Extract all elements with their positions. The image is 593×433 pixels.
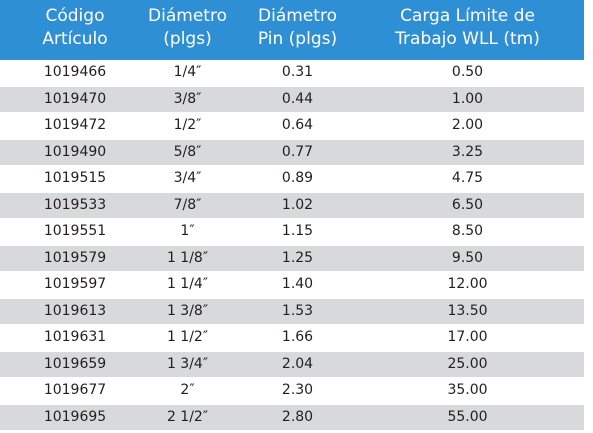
table-cell: 1.15: [281, 223, 314, 239]
table-row: 1019466 1/4″ 0.31 0.50: [0, 60, 584, 85]
header-text: (plgs): [163, 29, 212, 49]
table-cell: 1/4″: [173, 64, 202, 80]
table-cell: 1019533: [43, 196, 107, 213]
table-cell: 1.02: [281, 196, 314, 213]
table-row: 1019695 2 1/2″ 2.80 55.00: [0, 404, 584, 430]
table-cell: 2 1/2″: [166, 408, 209, 425]
table-row: 1019613 1 3/8″ 1.53 13.50: [0, 298, 584, 324]
table-row: 1019533 7/8″ 1.02 6.50: [0, 192, 584, 218]
table-cell: 1 1/2″: [166, 329, 209, 345]
table-cell: 1019695: [43, 408, 107, 425]
table-cell: 2.04: [281, 355, 314, 372]
table-header: Código Artículo Diámetro (plgs) Diámetro Pin …: [0, 0, 584, 60]
table-row: 1019472 1/2″ 0.64 2.00: [0, 113, 584, 138]
table-cell: 25.00: [447, 355, 488, 372]
table-cell: 1 1/4″: [166, 276, 209, 292]
table-cell: 1.53: [281, 302, 314, 319]
table-cell: 1 3/4″: [166, 355, 209, 372]
table-cell: 0.64: [281, 117, 314, 133]
table-cell: 7/8″: [173, 196, 202, 213]
table-cell: 2.80: [281, 408, 314, 425]
table-cell: 1019597: [43, 276, 107, 292]
table-cell: 1019551: [43, 223, 107, 239]
table-row: 1019470 3/8″ 0.44 1.00: [0, 86, 584, 112]
table-row: 1019597 1 1/4″ 1.40 12.00: [0, 272, 584, 297]
table-cell: 0.89: [281, 170, 314, 186]
table-cell: 35.00: [447, 382, 488, 398]
table-row: 1019551 1″ 1.15 8.50: [0, 219, 584, 244]
table-cell: 1.66: [281, 329, 314, 345]
table-cell: 17.00: [447, 329, 488, 345]
table-cell: 1019613: [43, 302, 107, 319]
table-cell: 1019472: [43, 117, 107, 133]
table-cell: 0.31: [281, 64, 314, 80]
header-cell: Código Artículo: [10, 5, 140, 51]
table-cell: 1 1/8″: [166, 249, 209, 266]
header-cell: Carga Límite de Trabajo WLL (tm): [355, 5, 580, 51]
table-row: 1019579 1 1/8″ 1.25 9.50: [0, 245, 584, 271]
table-cell: 1.25: [281, 249, 314, 266]
table-cell: 0.77: [281, 143, 314, 160]
table-cell: 1019677: [43, 382, 107, 398]
table-cell: 1/2″: [173, 117, 202, 133]
table-cell: 0.50: [451, 64, 484, 80]
table-cell: 2.30: [281, 382, 314, 398]
header-text: Carga Límite de: [400, 6, 535, 26]
table-cell: 1019470: [43, 90, 107, 107]
table-cell: 6.50: [451, 196, 484, 213]
table-cell: 55.00: [447, 408, 488, 425]
table-cell: 9.50: [451, 249, 484, 266]
table-cell: 1″: [180, 223, 195, 239]
header-text: Diámetro: [258, 6, 337, 26]
table-cell: 1019466: [43, 64, 107, 80]
table-cell: 1 3/8″: [166, 302, 209, 319]
header-text: Pin (plgs): [257, 29, 338, 49]
table-cell: 1019515: [43, 170, 107, 186]
table-cell: 0.44: [281, 90, 314, 107]
table-cell: 4.75: [451, 170, 484, 186]
table-cell: 2.00: [451, 117, 484, 133]
header-text: Diámetro: [148, 6, 227, 26]
table-cell: 1019631: [43, 329, 107, 345]
table-cell: 8.50: [451, 223, 484, 239]
table-cell: 13.50: [447, 302, 488, 319]
table-row: 1019659 1 3/4″ 2.04 25.00: [0, 351, 584, 377]
table-cell: 5/8″: [173, 143, 202, 160]
table-cell: 1019659: [43, 355, 107, 372]
table-cell: 3/8″: [173, 90, 202, 107]
table-cell: 12.00: [447, 276, 488, 292]
table-cell: 1.40: [281, 276, 314, 292]
table-row: 1019631 1 1/2″ 1.66 17.00: [0, 325, 584, 350]
table-cell: 3/4″: [173, 170, 202, 186]
header-text: Código: [45, 6, 105, 26]
header-cell: Diámetro Pin (plgs): [240, 5, 355, 51]
table-cell: 1.00: [451, 90, 484, 107]
header-text: Trabajo WLL (tm): [395, 29, 540, 49]
table-row: 1019490 5/8″ 0.77 3.25: [0, 139, 584, 165]
table-cell: 2″: [180, 382, 195, 398]
header-text: Artículo: [42, 29, 108, 49]
table-row: 1019515 3/4″ 0.89 4.75: [0, 166, 584, 191]
table-cell: 1019490: [43, 143, 107, 160]
header-cell: Diámetro (plgs): [125, 5, 250, 51]
table-cell: 1019579: [43, 249, 107, 266]
table-cell: 3.25: [451, 143, 484, 160]
table-row: 1019677 2″ 2.30 35.00: [0, 378, 584, 403]
